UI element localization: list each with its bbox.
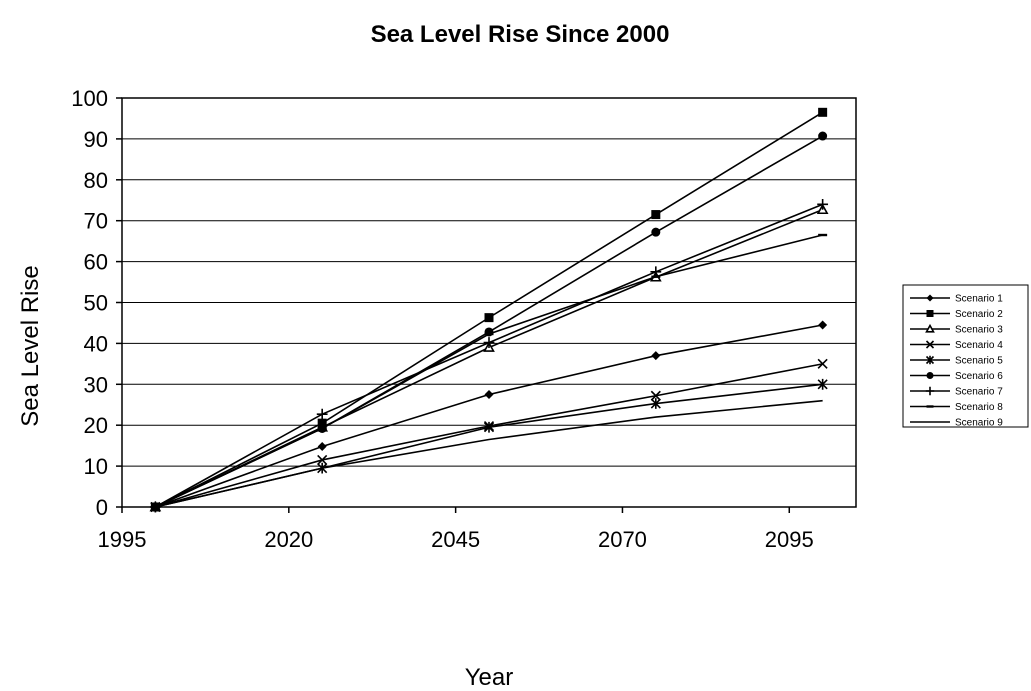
legend-marker xyxy=(925,323,935,333)
series-line xyxy=(155,399,823,508)
data-point xyxy=(651,210,661,220)
data-point xyxy=(817,198,829,210)
series-line xyxy=(155,383,823,508)
data-point xyxy=(651,227,661,237)
data-point xyxy=(317,441,327,451)
data-point xyxy=(650,398,661,409)
series-line xyxy=(155,363,823,508)
data-point xyxy=(316,408,328,420)
data-point xyxy=(483,421,495,433)
legend-label: Scenario 5 xyxy=(955,356,1003,367)
legend-marker xyxy=(926,294,934,302)
series-9 xyxy=(155,399,823,508)
data-point xyxy=(818,320,828,330)
series-3 xyxy=(149,203,829,512)
legend-label: Scenario 1 xyxy=(955,294,1003,305)
series-4 xyxy=(150,358,828,513)
data-point xyxy=(817,358,828,369)
legend-entry: Scenario 2 xyxy=(910,309,1003,320)
legend-marker xyxy=(926,310,934,317)
y-tick-label: 20 xyxy=(84,413,108,438)
y-tick-label: 30 xyxy=(84,372,108,397)
y-tick-label: 40 xyxy=(84,331,108,356)
legend-entry: Scenario 9 xyxy=(910,418,1003,429)
x-tick-label: 2020 xyxy=(264,527,313,552)
legend-marker xyxy=(926,372,934,379)
series-line xyxy=(155,111,824,508)
legend-label: Scenario 3 xyxy=(955,325,1003,336)
data-point xyxy=(483,337,495,348)
legend-entry: Scenario 6 xyxy=(910,371,1003,382)
legend-label: Scenario 4 xyxy=(955,340,1003,351)
series-7 xyxy=(149,198,829,513)
legend: Scenario 1 Scenario 2 Scenario 3 Scenario 4… xyxy=(902,284,1029,429)
x-tick-label: 2045 xyxy=(431,527,480,552)
x-tick-label: 1995 xyxy=(98,527,147,552)
data-point xyxy=(651,351,661,361)
data-point xyxy=(650,390,661,401)
data-point xyxy=(818,107,828,117)
y-axis-label: Sea Level Rise xyxy=(17,265,44,426)
tick-labels: 0 10 20 30 40 50 60 70 80 90 100 1995 2020 2045 2070 20… xyxy=(71,86,813,552)
legend-entry: Scenario 4 xyxy=(910,340,1003,351)
y-tick-label: 70 xyxy=(84,209,108,234)
y-tick-label: 60 xyxy=(84,250,108,275)
data-point xyxy=(317,454,328,466)
legend-label: Scenario 7 xyxy=(955,387,1003,398)
data-point xyxy=(484,390,494,400)
y-tick-label: 0 xyxy=(96,495,108,520)
legend-box xyxy=(902,284,1029,428)
legend-label: Scenario 9 xyxy=(955,418,1003,429)
legend-marker xyxy=(925,340,935,349)
legend-label: Scenario 6 xyxy=(955,371,1003,382)
legend-entry: Scenario 8 xyxy=(910,402,1003,413)
legend-entry: Scenario 7 xyxy=(910,387,1003,398)
data-point xyxy=(650,266,662,278)
data-point xyxy=(817,378,828,390)
series-line xyxy=(155,324,823,508)
data-point xyxy=(818,131,828,141)
legend-items: Scenario 1 Scenario 2 Scenario 3 Scenario 4… xyxy=(910,294,1003,429)
series-line xyxy=(155,208,823,508)
legend-label: Scenario 8 xyxy=(955,402,1003,413)
series-lines xyxy=(149,107,829,513)
legend-entry: Scenario 5 xyxy=(910,356,1003,367)
y-tick-label: 100 xyxy=(71,86,108,111)
gridlines xyxy=(122,138,856,467)
y-tick-label: 50 xyxy=(84,291,108,316)
legend-marker xyxy=(925,386,935,396)
y-tick-label: 90 xyxy=(84,127,108,152)
data-point xyxy=(484,313,494,323)
chart-title: Sea Level Rise Since 2000 xyxy=(371,21,670,48)
x-tick-label: 2095 xyxy=(765,527,814,552)
y-tick-label: 80 xyxy=(84,168,108,193)
legend-label: Scenario 2 xyxy=(955,309,1003,320)
legend-entry: Scenario 1 xyxy=(910,294,1003,305)
series-2 xyxy=(150,107,828,512)
legend-entry: Scenario 3 xyxy=(910,323,1003,336)
x-axis-label: Year xyxy=(465,664,514,691)
y-tick-label: 10 xyxy=(84,454,108,479)
legend-marker xyxy=(925,355,935,365)
x-tick-label: 2070 xyxy=(598,527,647,552)
